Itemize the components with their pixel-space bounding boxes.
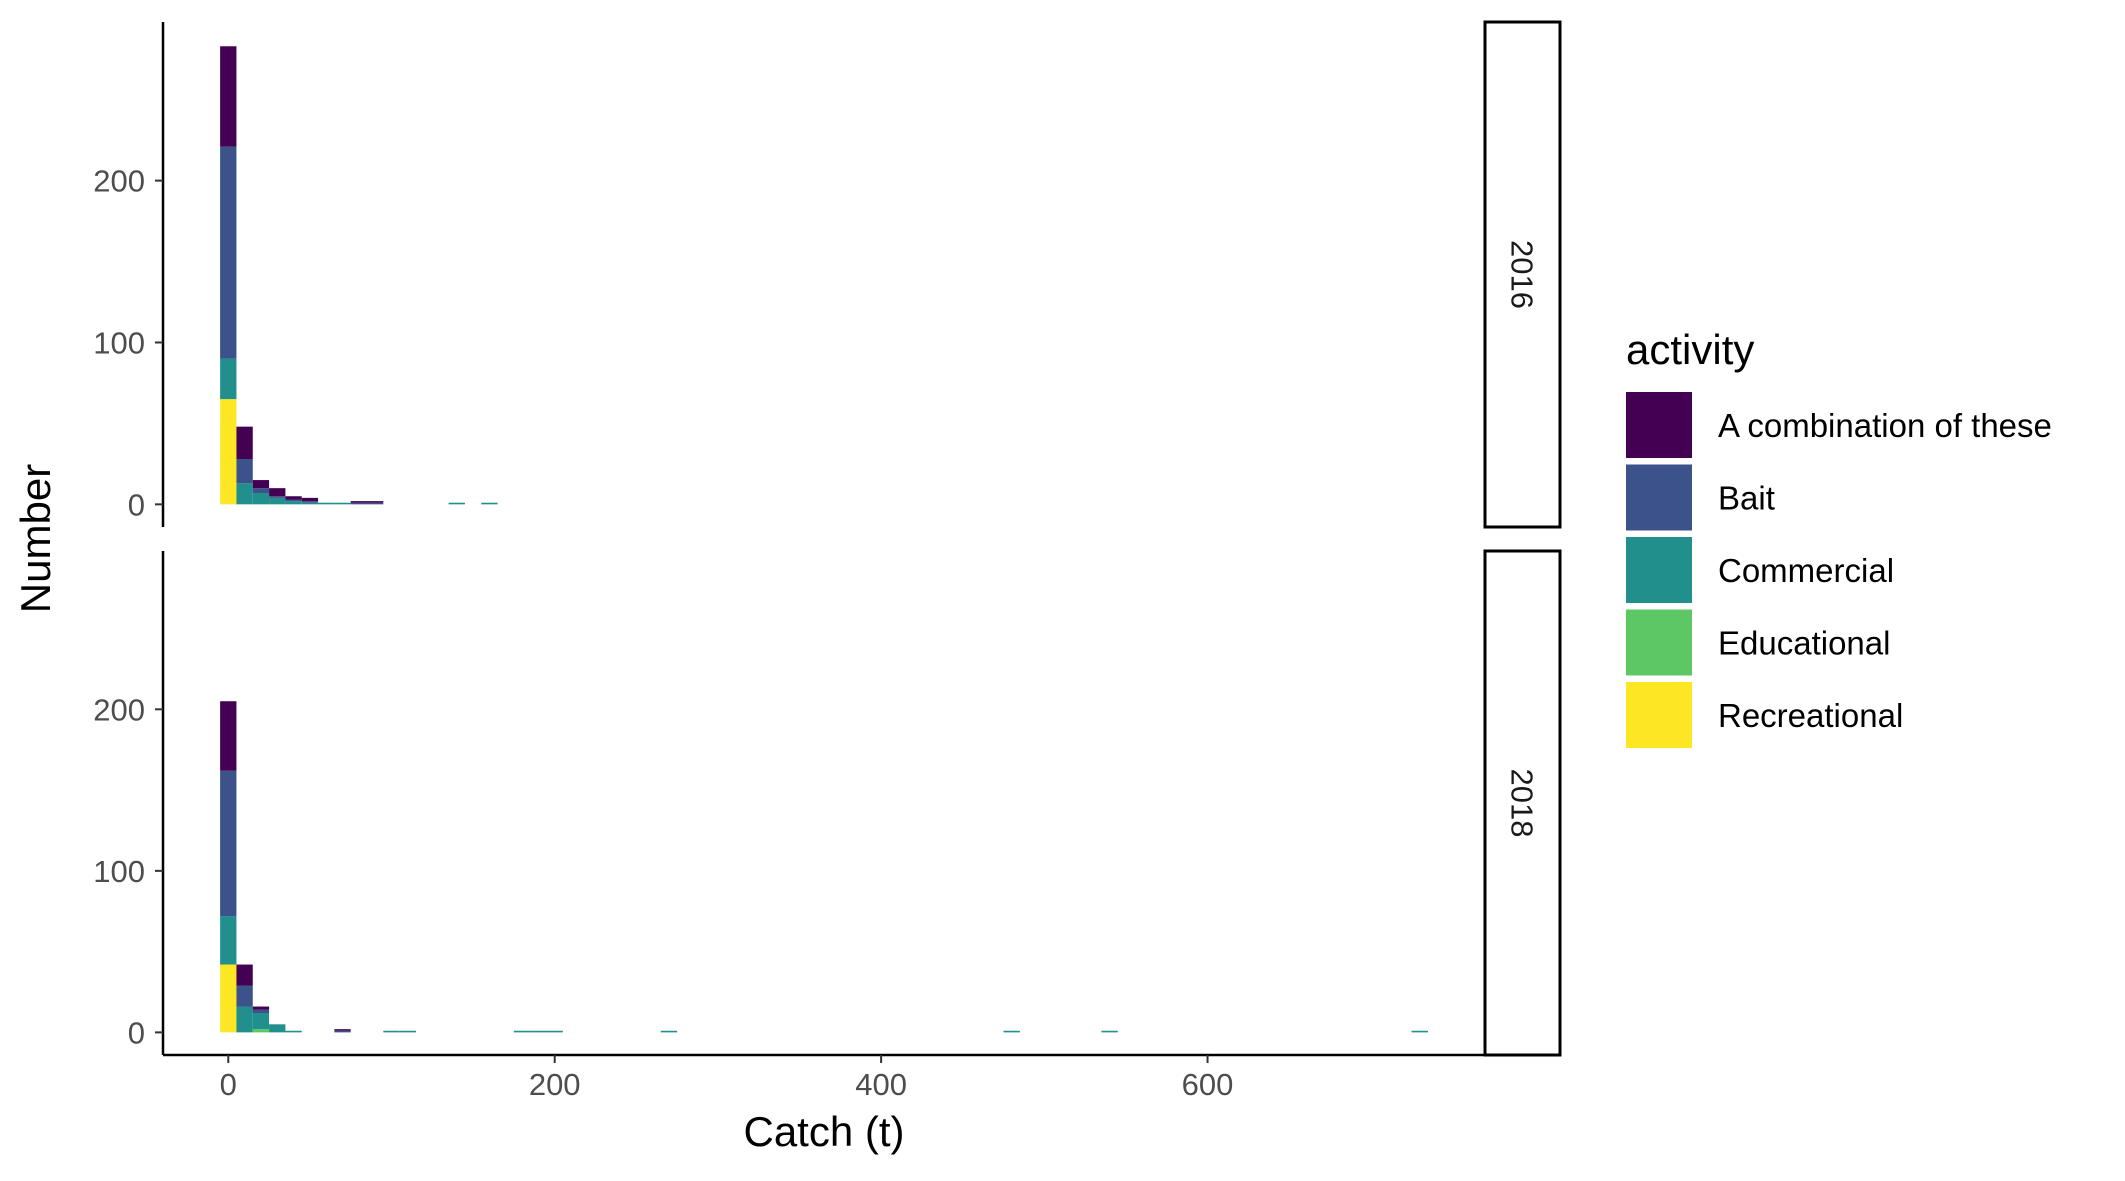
y-axis-title: Number [12,464,59,613]
bar-commercial-10 [236,1006,253,1033]
bar-commercial-0 [220,916,237,965]
bar-a-combination-of-these-10 [236,964,253,986]
bar-a-combination-of-these-20 [252,1006,270,1010]
y-tick-label: 0 [128,487,145,522]
bar-bait-10 [236,459,253,484]
bar-commercial-30 [269,497,286,505]
facet-strip-label: 2018 [1505,769,1540,838]
bar-commercial-540 [1101,1030,1118,1033]
legend-swatch-commercial [1626,537,1692,603]
bar-bait-70 [334,1030,351,1033]
bar-commercial-20 [252,1013,270,1030]
x-tick-label: 600 [1182,1067,1234,1102]
bar-commercial-270 [660,1030,678,1033]
bar-commercial-190 [530,1030,547,1033]
bar-commercial-480 [1003,1030,1020,1033]
bar-commercial-180 [513,1030,531,1033]
bar-bait-40 [285,499,302,502]
bar-commercial-140 [448,502,465,505]
legend-label: Recreational [1718,697,1903,734]
x-axis: 0 200 400 600 [163,1053,1485,1102]
bar-a-combination-of-these-20 [252,480,270,489]
bar-a-combination-of-these-0 [220,46,237,147]
bar-a-combination-of-these-40 [285,496,302,500]
bar-commercial-160 [481,502,498,505]
legend-label: Educational [1718,625,1890,662]
legend: activity A combination of these Bait Comme… [1626,326,2052,748]
bar-commercial-50 [301,502,319,505]
facet-panel-2016: 0 100 200 2016 [93,20,1562,529]
bar-commercial-70 [334,502,351,505]
x-tick-label: 400 [855,1067,907,1102]
bar-commercial-40 [285,501,302,505]
facet-strip [1483,549,1562,1057]
bar-commercial-730 [1411,1030,1428,1033]
bar-bait-0 [220,770,237,917]
bar-a-combination-of-these-0 [220,701,237,771]
bar-bait-20 [252,488,270,494]
bar-a-combination-of-these-30 [269,488,286,497]
legend-swatch-bait [1626,464,1692,531]
legend-label: A combination of these [1718,407,2052,444]
histogram-bars [220,46,498,505]
legend-swatch-a-combination-of-these [1626,392,1692,458]
bar-commercial-20 [252,493,270,505]
bar-bait-20 [252,1009,270,1013]
bar-commercial-60 [318,502,335,505]
y-tick-label: 0 [128,1015,145,1050]
bar-a-combination-of-these-90 [367,501,384,503]
legend-swatch-educational [1626,609,1692,676]
bar-commercial-30 [269,1024,286,1033]
facet-panels: 0 100 200 2016 0 100 200 2018 [93,20,1562,1057]
bar-commercial-200 [546,1030,563,1033]
x-tick-label: 200 [529,1067,581,1102]
bar-a-combination-of-these-70 [334,1029,351,1031]
histogram-bars [220,701,1428,1033]
bar-bait-50 [301,501,319,503]
bar-a-combination-of-these-10 [236,426,253,460]
legend-title: activity [1626,326,1754,373]
x-axis-title: Catch (t) [743,1108,904,1155]
legend-items: A combination of these Bait Commercial Educ… [1626,392,2052,748]
bar-commercial-0 [220,358,237,400]
bar-commercial-110 [399,1030,416,1033]
y-tick-label: 100 [93,854,145,889]
legend-swatch-recreational [1626,682,1692,748]
facet-panel-2018: 0 100 200 2018 [93,549,1562,1057]
y-tick-label: 200 [93,164,145,199]
bar-commercial-100 [383,1030,400,1033]
bar-commercial-40 [285,1030,302,1033]
x-tick-label: 0 [220,1067,237,1102]
bar-recreational-0 [220,964,237,1033]
bar-a-combination-of-these-80 [350,501,368,503]
bar-commercial-10 [236,483,253,505]
bar-bait-80 [350,502,368,505]
bar-recreational-0 [220,399,237,505]
legend-label: Bait [1718,480,1775,517]
bar-bait-0 [220,146,237,359]
bar-bait-10 [236,985,253,1007]
bar-educational-20 [252,1029,270,1033]
legend-label: Commercial [1718,552,1894,589]
y-tick-label: 200 [93,692,145,727]
bar-bait-90 [367,502,384,505]
bar-bait-30 [269,496,286,498]
bar-a-combination-of-these-50 [301,497,319,502]
facet-strip [1483,20,1562,529]
facet-strip-label: 2016 [1505,240,1540,309]
y-tick-label: 100 [93,325,145,360]
